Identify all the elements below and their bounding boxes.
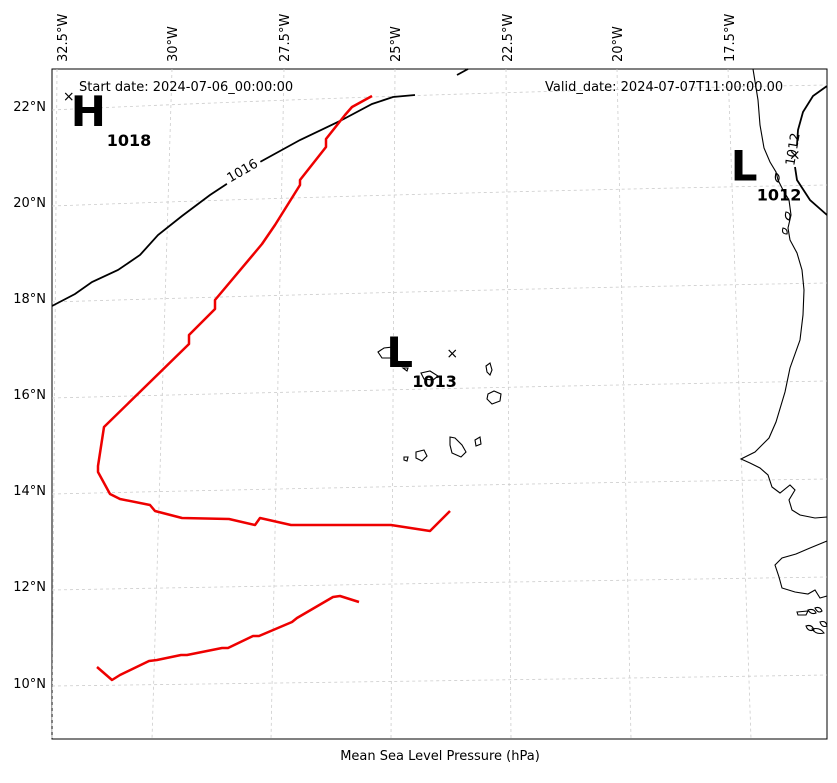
island-sal [485, 362, 493, 376]
lat-tick-label: 18°N [13, 292, 46, 307]
island [805, 624, 815, 632]
start-date-label: Start date: 2024-07-06_00:00:00 [79, 80, 293, 95]
isobar-1012-lower [794, 166, 828, 216]
island-sao-vicente [392, 359, 401, 367]
system-center-marker: × [446, 346, 458, 362]
island [807, 608, 817, 615]
lon-gridline-22-5 [505, 68, 512, 740]
lon-gridline-17-5 [727, 68, 752, 740]
system-center-marker: × [63, 89, 75, 105]
lat-tick-label: 22°N [13, 100, 46, 115]
lat-tick-labels: 22°N 20°N 18°N 16°N 14°N 12°N 10°N [13, 100, 46, 692]
coastal-islands [774, 172, 828, 635]
lat-gridline-14 [51, 478, 828, 495]
isobar-1016 [51, 94, 416, 307]
cape-verde-islands [377, 346, 502, 462]
lon-tick-labels: 32.5°W 30°W 27.5°W 25°W 22.5°W 20°W 17.5… [56, 14, 738, 62]
island-brava [403, 456, 409, 462]
island-maio [474, 436, 482, 447]
lat-tick-label: 16°N [13, 388, 46, 403]
lon-tick-label: 32.5°W [56, 14, 71, 62]
system-center-marker: × [789, 147, 801, 163]
graticule [51, 68, 828, 740]
island-sao-nicolau [420, 370, 439, 381]
lon-tick-label: 22.5°W [501, 14, 516, 62]
island-boa-vista [486, 390, 502, 405]
x-axis-label: Mean Sea Level Pressure (hPa) [340, 749, 540, 764]
high-pressure-letter: H [71, 87, 106, 136]
island [774, 172, 780, 183]
lon-tick-label: 25°W [389, 26, 404, 62]
lon-gridline-20 [616, 68, 632, 740]
isobar-label-1012: 1012 [783, 132, 804, 167]
pressure-value: 1012 [757, 185, 802, 204]
island [781, 227, 788, 235]
lon-gridline-25 [390, 68, 396, 740]
lat-gridline-16 [51, 380, 828, 399]
isobar-1012 [796, 85, 828, 146]
lat-tick-label: 12°N [13, 580, 46, 595]
island [811, 627, 825, 635]
island [784, 211, 791, 221]
isobar-label-bg [219, 151, 264, 187]
island-santa-luzia [401, 367, 409, 372]
lat-tick-label: 20°N [13, 196, 46, 211]
plot-frame [51, 68, 828, 740]
island-santiago [449, 436, 467, 458]
island-fogo [415, 449, 428, 462]
lon-tick-label: 30°W [166, 26, 181, 62]
lat-gridline-22 [51, 84, 828, 111]
lat-tick-label: 14°N [13, 484, 46, 499]
pressure-value: 1018 [107, 131, 152, 150]
lon-tick-label: 17.5°W [723, 14, 738, 62]
lat-gridline-12 [51, 576, 828, 591]
lon-tick-label: 27.5°W [278, 14, 293, 62]
island-santo-antao [377, 346, 397, 359]
lon-gridline-27-5 [270, 68, 285, 740]
island [814, 606, 823, 613]
lon-tick-label: 20°W [611, 26, 626, 62]
low-pressure-letter: L [731, 141, 758, 190]
island [796, 610, 809, 616]
island [819, 620, 828, 628]
valid-date-label: Valid_date: 2024-07-07T11:00:00.00 [545, 80, 783, 95]
storm-track-1 [96, 94, 451, 533]
lat-gridline-18 [51, 282, 828, 303]
lon-gridline-32-5 [51, 68, 58, 740]
low-pressure-letter: L [386, 328, 413, 377]
pressure-value: 1013 [412, 372, 457, 391]
lat-tick-label: 10°N [13, 677, 46, 692]
coastline-africa [739, 68, 828, 599]
lat-gridline-10 [51, 674, 828, 687]
lon-gridline-30 [151, 68, 173, 740]
lat-gridline-20 [51, 184, 828, 207]
isobar-fragment [456, 68, 469, 76]
storm-track-2 [96, 594, 360, 682]
